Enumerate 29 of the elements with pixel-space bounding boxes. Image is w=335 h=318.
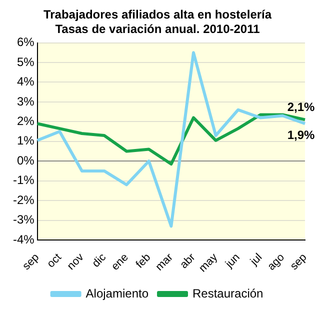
y-tick-label: -2% bbox=[12, 192, 35, 207]
y-tick-label: 1% bbox=[16, 134, 35, 148]
y-tick-label: -4% bbox=[12, 232, 35, 246]
x-tick-label: sep bbox=[20, 251, 42, 272]
y-tick-label: 6% bbox=[16, 35, 35, 50]
x-tick-label: mar bbox=[154, 251, 176, 274]
x-tick-label: ago bbox=[265, 251, 287, 273]
legend-label: Restauración bbox=[192, 286, 264, 300]
y-tick-label: -3% bbox=[12, 212, 35, 227]
y-tick-label: 5% bbox=[16, 54, 35, 69]
chart-title: Trabajadores afiliados alta en hostelería Tasas de variación anual. 2010-2011 bbox=[43, 8, 272, 36]
x-tick-label: abr bbox=[178, 251, 198, 272]
x-tick-label: ene bbox=[109, 251, 131, 273]
y-tick-label: 2% bbox=[16, 114, 35, 128]
y-tick-label: -1% bbox=[12, 173, 35, 188]
data-label: 2,1% bbox=[287, 100, 315, 114]
data-label: 1,9% bbox=[287, 128, 315, 142]
x-tick-label: oct bbox=[45, 251, 64, 270]
legend-label: Alojamiento bbox=[86, 286, 149, 300]
x-tick-label: jul bbox=[248, 251, 265, 268]
x-tick-label: feb bbox=[134, 251, 154, 271]
x-tick-label: jun bbox=[222, 251, 242, 271]
x-tick-label: dic bbox=[90, 251, 109, 270]
x-tick-label: nov bbox=[65, 251, 87, 272]
x-tick-label: may bbox=[196, 251, 220, 275]
y-tick-label: 4% bbox=[16, 74, 35, 89]
y-tick-label: 0% bbox=[16, 153, 35, 168]
y-tick-label: 3% bbox=[16, 94, 35, 108]
x-tick-label: sep bbox=[288, 251, 310, 272]
